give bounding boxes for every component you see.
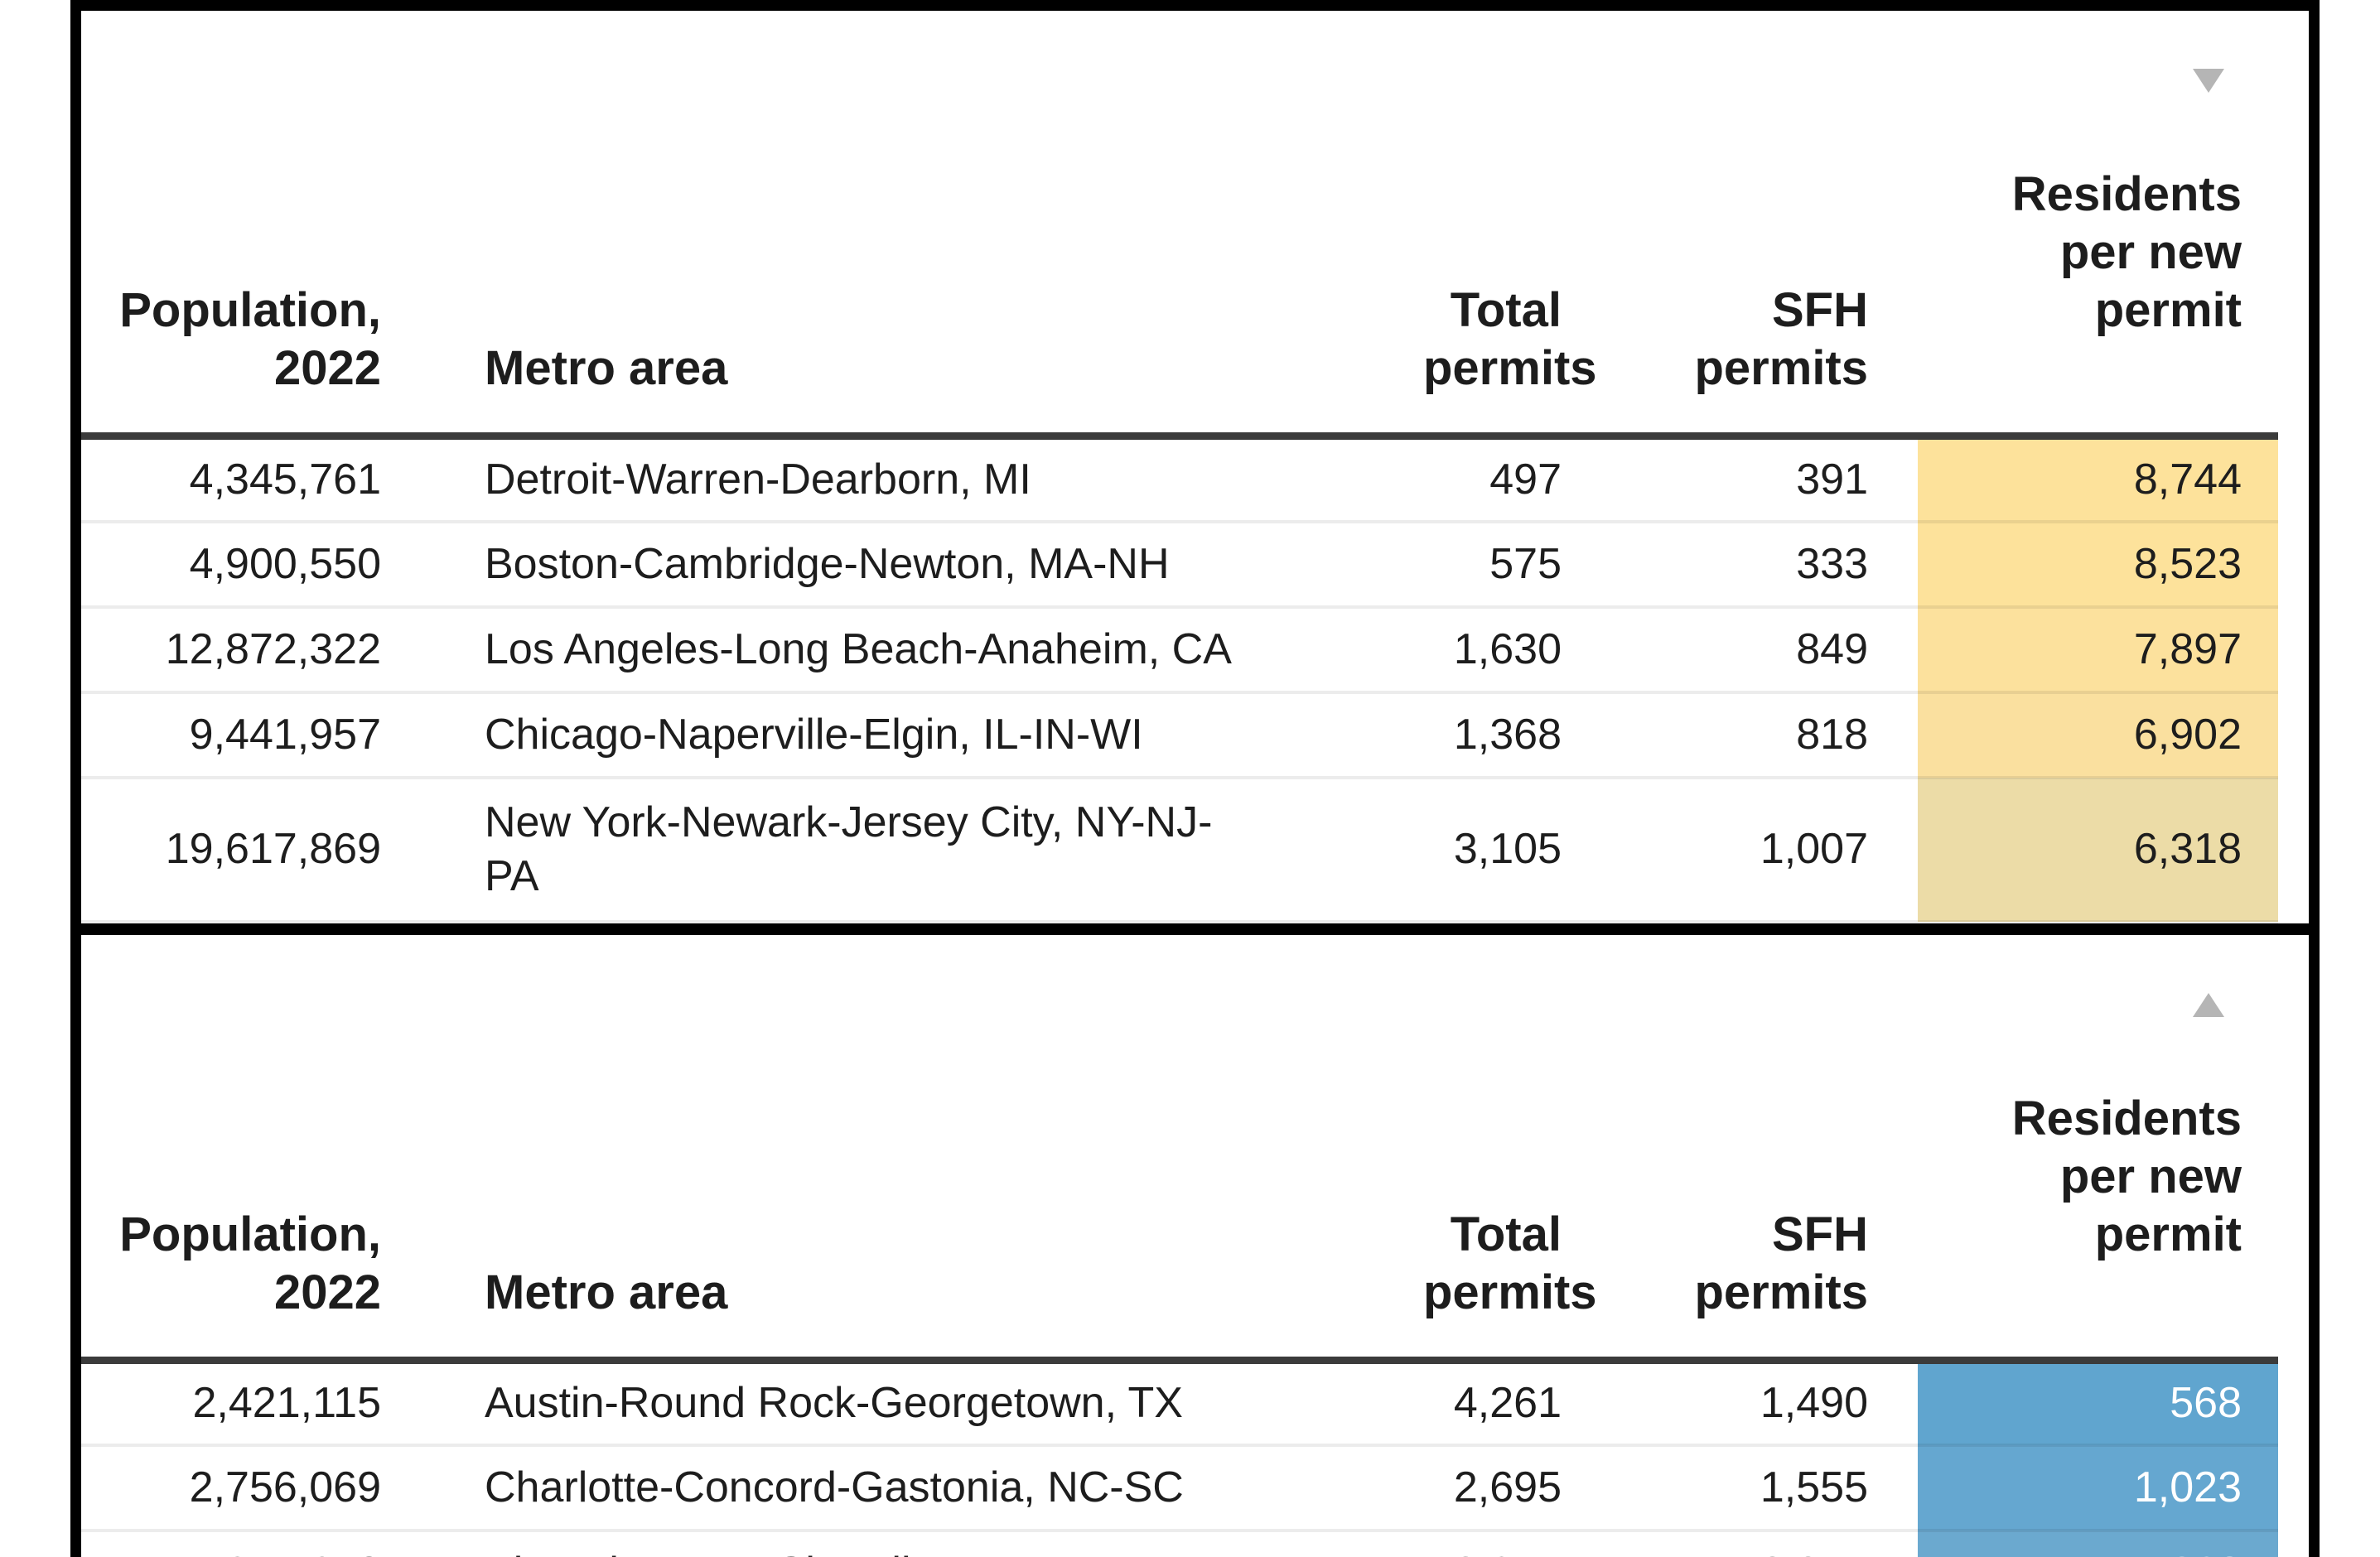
population-cell: 4,900,550 — [81, 521, 446, 609]
sfh-permits-cell: 333 — [1599, 521, 1918, 609]
population-cell: 19,617,869 — [81, 777, 446, 923]
tables-divider — [81, 923, 2309, 935]
total-permits-cell: 3,955 — [1423, 1530, 1599, 1557]
column-header-population[interactable]: Population, 2022 — [81, 11, 446, 440]
sfh-permits-cell: 849 — [1599, 606, 1918, 694]
metro-area-cell: New York-Newark-Jersey City, NY-NJ- PA — [446, 777, 1423, 923]
sfh-permits-cell: 818 — [1599, 692, 1918, 779]
column-header-sfh-permits[interactable]: SFH permits — [1599, 934, 1918, 1364]
table-row: 4,345,761 Detroit-Warren-Dearborn, MI 49… — [81, 436, 2278, 523]
residents-per-permit-cell: 6,902 — [1918, 692, 2278, 779]
metro-area-cell: Detroit-Warren-Dearborn, MI — [446, 436, 1423, 523]
column-header-residents-per-permit[interactable]: Residents per new permit — [1918, 934, 2278, 1364]
metro-area-cell: Boston-Cambridge-Newton, MA-NH — [446, 521, 1423, 609]
sfh-permits-cell: 1,555 — [1599, 1445, 1918, 1532]
sfh-permits-cell: 2,375 — [1599, 1530, 1918, 1557]
metro-area-cell: Austin-Round Rock-Georgetown, TX — [446, 1360, 1423, 1447]
residents-per-permit-cell: 8,523 — [1918, 521, 2278, 609]
sort-indicator — [1918, 992, 2242, 1017]
metro-area-cell: Phoenix-Mesa-Chandler, AZ — [446, 1530, 1423, 1557]
sfh-permits-cell: 1,007 — [1599, 777, 1918, 923]
column-header-metro-area[interactable]: Metro area — [446, 11, 1423, 440]
column-header-population[interactable]: Population, 2022 — [81, 934, 446, 1364]
header-row: Population, 2022 Metro area Total permit… — [81, 934, 2278, 1364]
population-cell: 2,421,115 — [81, 1360, 446, 1447]
sort-ascending-icon[interactable] — [2193, 992, 2224, 1017]
column-header-metro-area[interactable]: Metro area — [446, 934, 1423, 1364]
metro-area-cell: Charlotte-Concord-Gastonia, NC-SC — [446, 1445, 1423, 1532]
sfh-permits-cell: 1,490 — [1599, 1360, 1918, 1447]
total-permits-cell: 2,695 — [1423, 1445, 1599, 1532]
column-header-total-permits[interactable]: Total permits — [1423, 11, 1599, 440]
table-row: 2,756,069 Charlotte-Concord-Gastonia, NC… — [81, 1445, 2278, 1532]
metro-area-cell: Los Angeles-Long Beach-Anaheim, CA — [446, 606, 1423, 694]
column-header-sfh-permits[interactable]: SFH permits — [1599, 11, 1918, 440]
table-row: 2,421,115 Austin-Round Rock-Georgetown, … — [81, 1360, 2278, 1447]
residents-per-permit-cell: 568 — [1918, 1360, 2278, 1447]
column-header-residents-label: Residents per new permit — [2011, 1091, 2242, 1261]
residents-per-permit-cell: 7,897 — [1918, 606, 2278, 694]
table-top-section: Population, 2022 Metro area Total permit… — [81, 11, 2309, 923]
residents-per-permit-cell: 8,744 — [1918, 436, 2278, 523]
population-cell: 12,872,322 — [81, 606, 446, 694]
sort-indicator — [1918, 69, 2242, 93]
total-permits-cell: 497 — [1423, 436, 1599, 523]
column-header-residents-label: Residents per new permit — [2011, 167, 2242, 337]
residents-per-permit-cell: 1,268 — [1918, 1530, 2278, 1557]
table-row: 9,441,957 Chicago-Naperville-Elgin, IL-I… — [81, 692, 2278, 779]
metro-permits-table-bottom: Population, 2022 Metro area Total permit… — [81, 934, 2278, 1557]
metro-permits-table-top: Population, 2022 Metro area Total permit… — [81, 11, 2278, 923]
table-row: 12,872,322 Los Angeles-Long Beach-Anahei… — [81, 606, 2278, 694]
total-permits-cell: 1,630 — [1423, 606, 1599, 694]
table-row: 4,900,550 Boston-Cambridge-Newton, MA-NH… — [81, 521, 2278, 609]
table-bottom-section: Population, 2022 Metro area Total permit… — [81, 934, 2309, 1557]
total-permits-cell: 4,261 — [1423, 1360, 1599, 1447]
population-cell: 9,441,957 — [81, 692, 446, 779]
sfh-permits-cell: 391 — [1599, 436, 1918, 523]
residents-per-permit-cell: 1,023 — [1918, 1445, 2278, 1532]
total-permits-cell: 575 — [1423, 521, 1599, 609]
table-row: 5,015,678 Phoenix-Mesa-Chandler, AZ 3,95… — [81, 1530, 2278, 1557]
tables-frame: Population, 2022 Metro area Total permit… — [70, 0, 2320, 1557]
total-permits-cell: 1,368 — [1423, 692, 1599, 779]
table-row: 19,617,869 New York-Newark-Jersey City, … — [81, 777, 2278, 923]
population-cell: 4,345,761 — [81, 436, 446, 523]
population-cell: 2,756,069 — [81, 1445, 446, 1532]
population-cell: 5,015,678 — [81, 1530, 446, 1557]
column-header-total-permits[interactable]: Total permits — [1423, 934, 1599, 1364]
metro-area-cell: Chicago-Naperville-Elgin, IL-IN-WI — [446, 692, 1423, 779]
header-row: Population, 2022 Metro area Total permit… — [81, 11, 2278, 440]
total-permits-cell: 3,105 — [1423, 777, 1599, 923]
sort-descending-icon[interactable] — [2193, 69, 2224, 93]
residents-per-permit-cell: 6,318 — [1918, 777, 2278, 923]
column-header-residents-per-permit[interactable]: Residents per new permit — [1918, 11, 2278, 440]
